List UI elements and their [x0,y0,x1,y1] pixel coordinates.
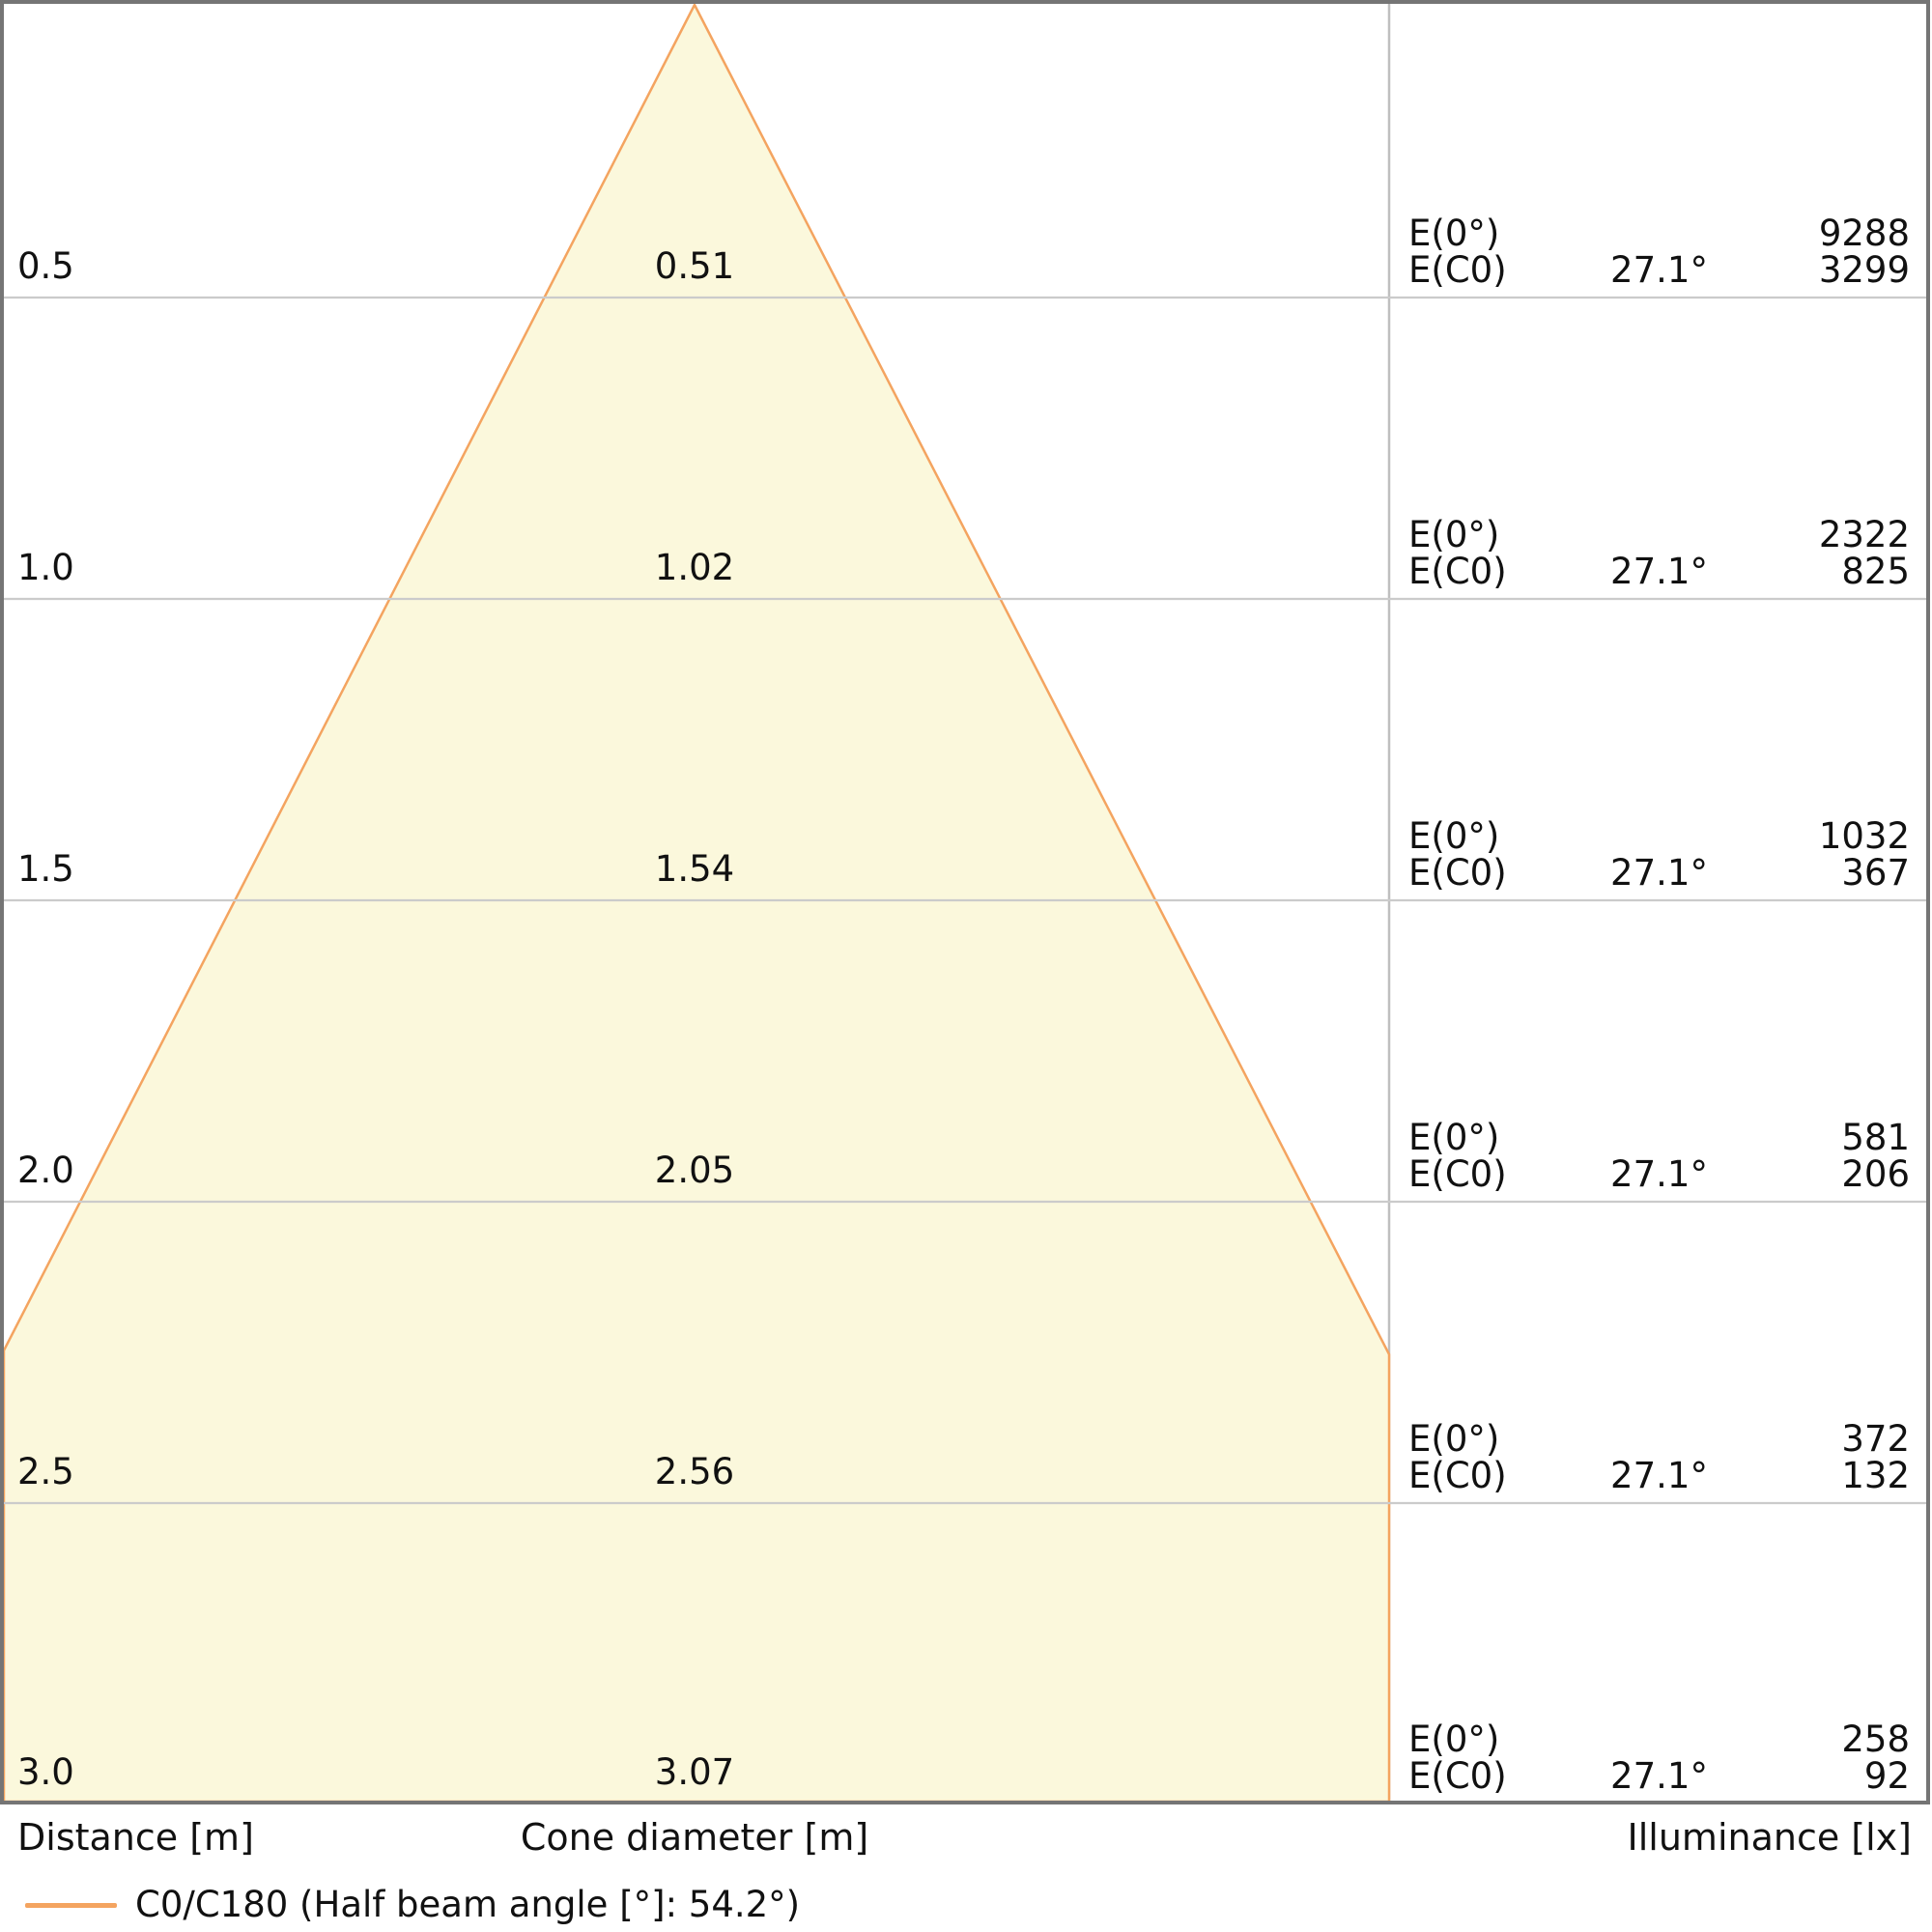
ec0-row: E(C0) 27.1° 825 [1408,554,1910,590]
distance-label: 1.0 [17,547,74,588]
ec0-value: 3299 [1818,249,1910,291]
ec0-label: E(C0) [1408,1153,1507,1195]
ec0-row: E(C0) 27.1° 3299 [1408,252,1910,289]
cone-diameter-label: 2.56 [654,1451,735,1492]
ec0-value: 92 [1863,1755,1910,1797]
ec0-label: E(C0) [1408,249,1507,291]
e0-label: E(0°) [1408,514,1500,555]
illuminance-axis-label: Illuminance [lx] [1627,1816,1912,1859]
distance-label: 2.5 [17,1451,74,1492]
beam-angle-value: 27.1° [1610,249,1708,291]
e0-value: 372 [1841,1418,1910,1460]
e0-row: E(0°) 2322 [1408,517,1910,554]
cone-diameter-label: 0.51 [654,245,735,287]
ec0-row: E(C0) 27.1° 206 [1408,1156,1910,1193]
ec0-value: 825 [1841,551,1910,592]
ec0-label: E(C0) [1408,1755,1507,1797]
illuminance-block: E(0°) 1032 E(C0) 27.1° 367 [1408,818,1910,892]
distance-label: 1.5 [17,848,74,890]
e0-label: E(0°) [1408,213,1500,254]
e0-row: E(0°) 372 [1408,1421,1910,1458]
illuminance-block: E(0°) 2322 E(C0) 27.1° 825 [1408,517,1910,590]
distance-label: 3.0 [17,1751,74,1793]
illuminance-block: E(0°) 9288 E(C0) 27.1° 3299 [1408,215,1910,289]
cone-axis-label: Cone diameter [m] [520,1816,869,1859]
distance-axis-label: Distance [m] [17,1816,254,1859]
e0-value: 2322 [1818,514,1910,555]
e0-row: E(0°) 258 [1408,1721,1910,1758]
ec0-label: E(C0) [1408,551,1507,592]
e0-value: 258 [1841,1719,1910,1760]
cone-diameter-label: 3.07 [654,1751,735,1793]
distance-label: 2.0 [17,1150,74,1191]
plot-border [0,0,1930,1804]
legend-line-swatch [25,1903,117,1908]
ec0-label: E(C0) [1408,1455,1507,1496]
e0-label: E(0°) [1408,1117,1500,1158]
illuminance-block: E(0°) 372 E(C0) 27.1° 132 [1408,1421,1910,1494]
beam-angle-value: 27.1° [1610,852,1708,894]
e0-value: 581 [1841,1117,1910,1158]
legend-label: C0/C180 (Half beam angle [°]: 54.2°) [135,1884,801,1925]
e0-label: E(0°) [1408,1719,1500,1760]
ec0-value: 132 [1841,1455,1910,1496]
e0-row: E(0°) 1032 [1408,818,1910,855]
ec0-row: E(C0) 27.1° 92 [1408,1758,1910,1795]
ec0-row: E(C0) 27.1° 132 [1408,1458,1910,1494]
ec0-value: 206 [1841,1153,1910,1195]
cone-diameter-label: 1.02 [654,547,735,588]
cone-diameter-label: 1.54 [654,848,735,890]
e0-value: 9288 [1818,213,1910,254]
distance-label: 0.5 [17,245,74,287]
ec0-value: 367 [1841,852,1910,894]
illuminance-block: E(0°) 258 E(C0) 27.1° 92 [1408,1721,1910,1795]
ec0-label: E(C0) [1408,852,1507,894]
e0-row: E(0°) 9288 [1408,215,1910,252]
beam-angle-value: 27.1° [1610,551,1708,592]
e0-value: 1032 [1818,815,1910,857]
e0-label: E(0°) [1408,1418,1500,1460]
beam-angle-value: 27.1° [1610,1153,1708,1195]
e0-row: E(0°) 581 [1408,1120,1910,1156]
beam-angle-value: 27.1° [1610,1455,1708,1496]
cone-diameter-label: 2.05 [654,1150,735,1191]
illuminance-block: E(0°) 581 E(C0) 27.1° 206 [1408,1120,1910,1193]
e0-label: E(0°) [1408,815,1500,857]
beam-angle-value: 27.1° [1610,1755,1708,1797]
ec0-row: E(C0) 27.1° 367 [1408,855,1910,892]
